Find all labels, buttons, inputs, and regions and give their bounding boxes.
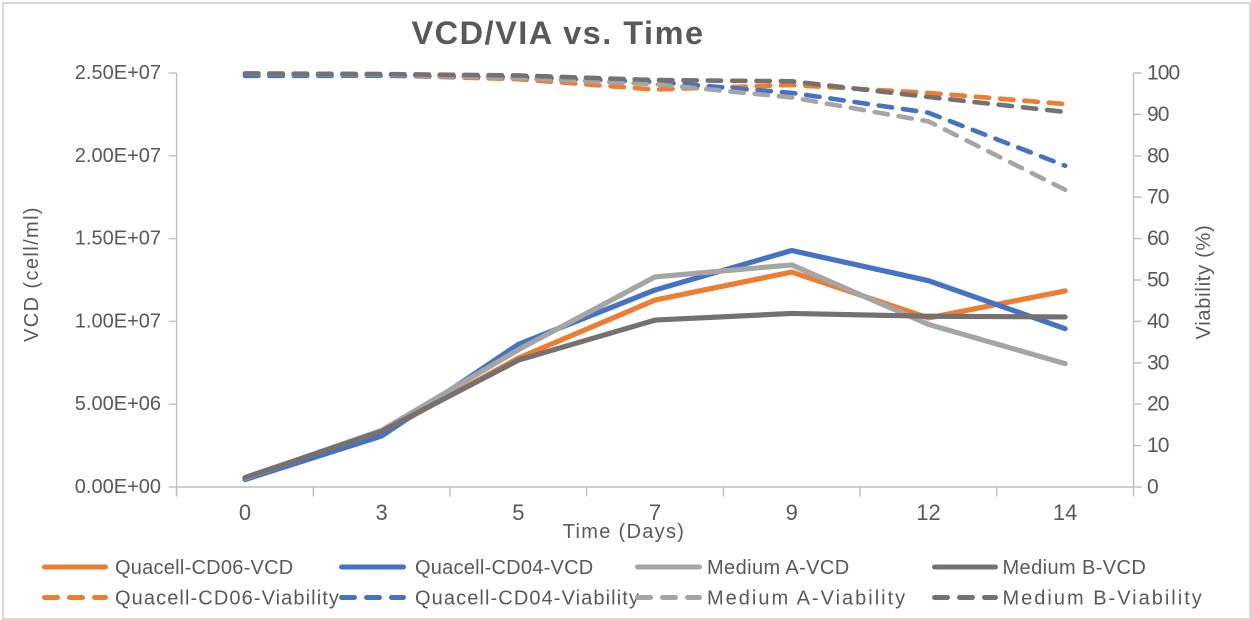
svg-text:Quacell-CD06-VCD: Quacell-CD06-VCD <box>115 557 294 579</box>
svg-text:70: 70 <box>1147 186 1169 209</box>
svg-text:0.00E+00: 0.00E+00 <box>75 476 161 498</box>
svg-text:2.00E+07: 2.00E+07 <box>75 145 161 167</box>
svg-text:40: 40 <box>1147 310 1169 333</box>
svg-text:12: 12 <box>916 500 940 525</box>
svg-text:100: 100 <box>1147 62 1180 85</box>
svg-text:Viability (%): Viability (%) <box>1193 225 1215 340</box>
svg-text:0: 0 <box>1147 476 1158 499</box>
svg-text:1.00E+07: 1.00E+07 <box>75 310 161 332</box>
svg-text:VCD (cell/ml): VCD (cell/ml) <box>21 206 43 342</box>
svg-text:Quacell-CD04-Viability: Quacell-CD04-Viability <box>415 588 640 610</box>
svg-text:30: 30 <box>1147 351 1169 374</box>
svg-text:80: 80 <box>1147 144 1169 167</box>
svg-text:5.00E+06: 5.00E+06 <box>75 393 161 415</box>
svg-text:VCD/VIA vs. Time: VCD/VIA vs. Time <box>411 15 704 51</box>
svg-text:Quacell-CD04-VCD: Quacell-CD04-VCD <box>415 557 594 579</box>
svg-text:Medium B-VCD: Medium B-VCD <box>1003 557 1147 579</box>
svg-text:3: 3 <box>376 500 388 525</box>
svg-text:60: 60 <box>1147 227 1169 250</box>
svg-text:1.50E+07: 1.50E+07 <box>75 228 161 250</box>
svg-text:Time (Days): Time (Days) <box>563 521 685 543</box>
svg-text:9: 9 <box>786 500 798 525</box>
svg-text:10: 10 <box>1147 434 1169 457</box>
svg-text:90: 90 <box>1147 103 1169 126</box>
svg-text:Medium A-Viability: Medium A-Viability <box>707 588 907 610</box>
svg-text:20: 20 <box>1147 393 1169 416</box>
svg-text:50: 50 <box>1147 269 1169 292</box>
svg-text:Medium A-VCD: Medium A-VCD <box>707 557 850 579</box>
svg-text:7: 7 <box>649 500 661 525</box>
svg-text:5: 5 <box>512 500 524 525</box>
svg-text:0: 0 <box>239 500 251 525</box>
svg-text:14: 14 <box>1053 500 1077 525</box>
svg-text:2.50E+07: 2.50E+07 <box>75 62 161 84</box>
svg-text:Quacell-CD06-Viability: Quacell-CD06-Viability <box>115 588 340 610</box>
svg-text:Medium B-Viability: Medium B-Viability <box>1003 588 1204 610</box>
